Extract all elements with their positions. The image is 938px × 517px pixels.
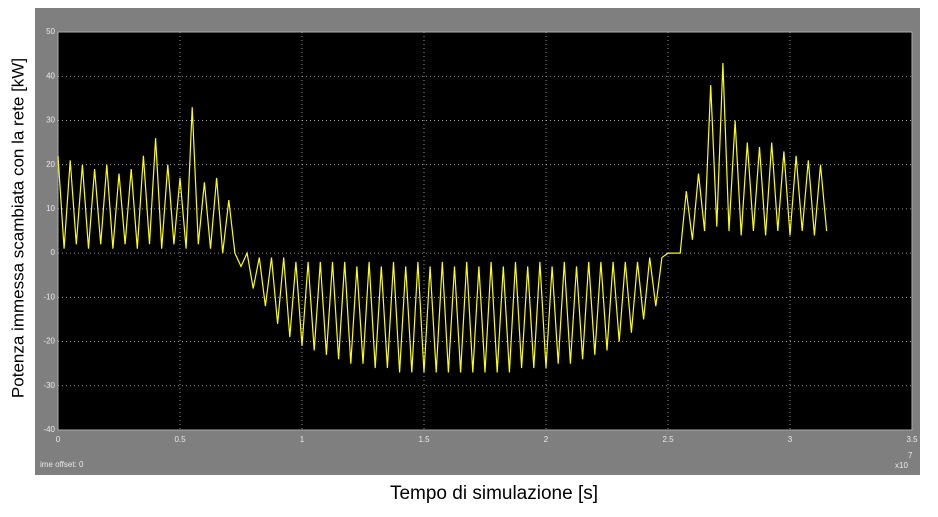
x-axis-label: Tempo di simulazione [s] <box>390 483 598 504</box>
y-tick-label: -10 <box>43 292 55 301</box>
y-tick-label: 30 <box>46 116 55 125</box>
x-tick-label: 0.5 <box>174 435 186 444</box>
x-tick-label: 2.5 <box>662 435 674 444</box>
x-tick-label: 3.5 <box>906 435 918 444</box>
x-multiplier: x10 <box>895 461 908 470</box>
y-tick-label: 40 <box>46 71 55 80</box>
y-tick-label: 10 <box>46 204 55 213</box>
x-tick-label: 2 <box>544 435 549 444</box>
x-tick-label: 3 <box>788 435 793 444</box>
offset-text: ime offset: 0 <box>40 460 84 469</box>
y-tick-label: -20 <box>43 337 55 346</box>
y-tick-label: -30 <box>43 381 55 390</box>
x-tick-label: 0 <box>56 435 61 444</box>
y-tick-label: 20 <box>46 160 55 169</box>
y-axis-label: Potenza immessa scambiata con la rete [k… <box>8 58 27 398</box>
x-tick-label: 1.5 <box>418 435 430 444</box>
y-tick-label: 50 <box>46 27 55 36</box>
y-tick-label: -40 <box>43 425 55 434</box>
x-multiplier-exponent: 7 <box>908 451 913 460</box>
y-tick-label: 0 <box>51 248 56 257</box>
signal-line <box>57 62 828 373</box>
x-tick-label: 1 <box>300 435 305 444</box>
